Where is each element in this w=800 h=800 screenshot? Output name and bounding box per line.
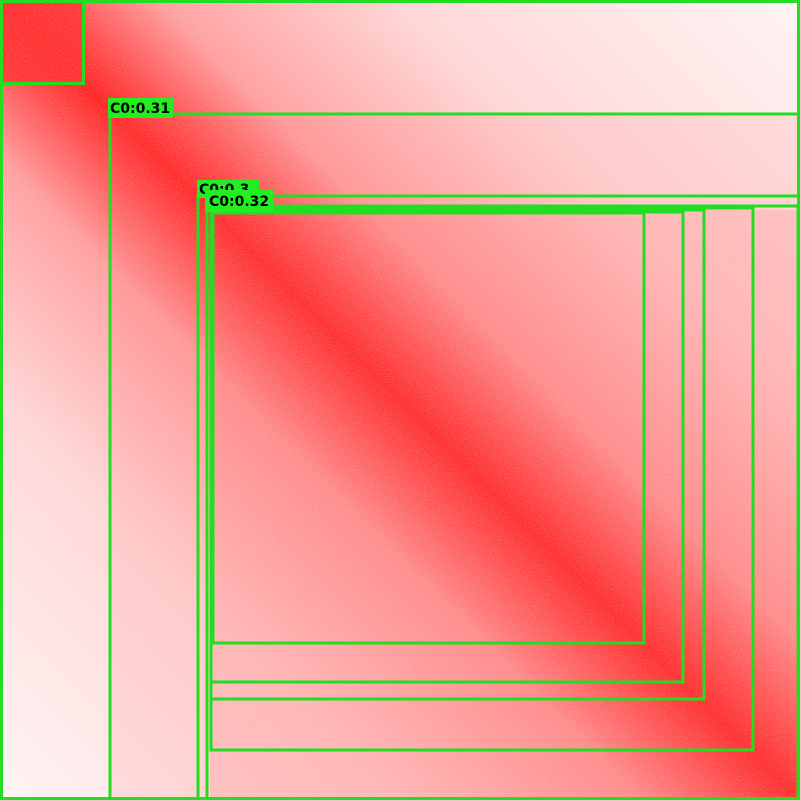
detection-box xyxy=(196,194,800,800)
detection-label: C0:0.31 xyxy=(110,101,170,117)
label-tag xyxy=(108,98,173,118)
detection-box xyxy=(0,0,85,85)
label-tag xyxy=(205,190,273,212)
detection-box xyxy=(211,211,646,645)
detection-box xyxy=(205,204,800,800)
detection-box xyxy=(108,112,800,800)
detection-label: C0:0.32 xyxy=(209,194,269,210)
